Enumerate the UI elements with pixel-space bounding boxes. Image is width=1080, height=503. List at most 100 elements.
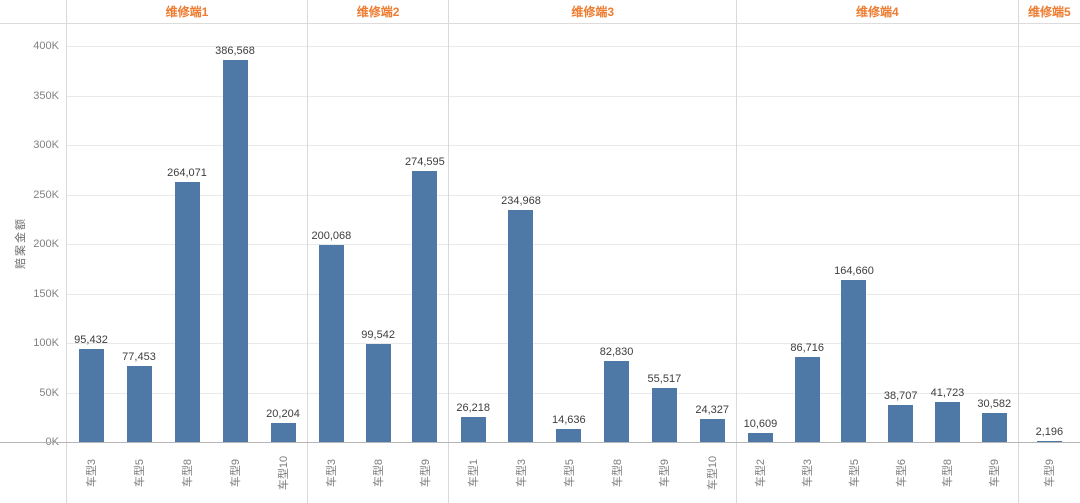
category-slot: 车型8 (355, 443, 402, 503)
gridline (307, 343, 449, 344)
panel-维修端2: 维修端2 200,068 99,542 274,595 车型3 车型8 车型9 (306, 0, 449, 503)
bar-value-label: 77,453 (122, 351, 156, 364)
bar-车型8[interactable] (604, 361, 630, 443)
bar-车型10[interactable] (699, 418, 725, 443)
category-slot: 车型8 (593, 443, 641, 503)
bar-车型3[interactable] (794, 357, 820, 443)
gridline (737, 46, 1018, 47)
bar-slot: 55,517 (640, 23, 688, 443)
y-axis: 赔案金额 0K 50K 100K 150K 200K 250K 300K 350K 400K (0, 0, 66, 503)
panel-plot-area: 26,218 234,968 14,636 82,830 55,517 24,327 (449, 23, 737, 443)
bar-车型9[interactable] (222, 60, 248, 443)
gridline (1018, 46, 1080, 47)
panel-header-label: 维修端4 (856, 5, 899, 19)
bar-车型9[interactable] (981, 412, 1007, 443)
category-label: 车型9 (419, 458, 432, 488)
bar-value-label: 200,068 (311, 229, 352, 242)
category-label: 车型10 (278, 455, 290, 491)
category-slot: 车型3 (308, 443, 355, 503)
bar-车型8[interactable] (934, 401, 960, 443)
category-slot: 车型3 (497, 443, 545, 503)
gridline (1018, 145, 1080, 146)
category-label: 车型3 (802, 458, 815, 488)
bar-value-label: 24,327 (695, 403, 729, 416)
panel-header-label: 维修端2 (356, 5, 400, 19)
gridline (737, 145, 1018, 146)
y-axis-title: 赔案金额 (15, 217, 27, 269)
chart-panels: 维修端1 95,432 77,453 264,071 386,568 20,204 车型3 车… (66, 0, 1080, 503)
bar-value-label: 14,636 (551, 413, 586, 426)
bar-slot: 30,582 (971, 23, 1018, 443)
panel-category-labels: 车型3 车型8 车型9 (308, 443, 448, 503)
bar-车型3[interactable] (78, 348, 104, 443)
bar-车型5[interactable] (841, 280, 867, 443)
panel-plot-area: 2,196 (1018, 23, 1080, 443)
bar-车型2[interactable] (747, 432, 773, 443)
bar-车型6[interactable] (888, 404, 914, 443)
gridline (1018, 293, 1080, 295)
bar-slot: 38,707 (877, 23, 924, 443)
bar-value-label: 2,196 (1035, 425, 1064, 438)
category-slot: 车型2 (737, 443, 784, 503)
bar-车型5[interactable] (126, 366, 152, 443)
bar-slot: 41,723 (924, 23, 971, 443)
bar-value-label: 55,517 (647, 373, 682, 386)
gridline (1018, 244, 1080, 245)
bar-value-label: 38,707 (883, 389, 918, 402)
gridline (307, 145, 449, 146)
category-slot: 车型9 (402, 443, 449, 503)
panel-维修端3: 维修端3 26,218 234,968 14,636 82,830 55,517 24,32… (448, 0, 737, 503)
bar-slot: 24,327 (688, 23, 736, 443)
bar-value-label: 20,204 (266, 408, 300, 420)
panel-header: 维修端5 (1019, 0, 1080, 23)
gridline (449, 194, 737, 196)
category-slot: 车型6 (877, 443, 924, 503)
panel-header-label: 维修端5 (1027, 5, 1071, 19)
bar-slot: 77,453 (115, 23, 163, 443)
category-label: 车型3 (326, 458, 339, 488)
category-slot: 车型1 (449, 443, 497, 503)
panel-category-labels: 车型1 车型3 车型5 车型8 车型9 车型10 (449, 443, 736, 503)
bar-车型10[interactable] (270, 423, 296, 443)
gridline (737, 194, 1018, 196)
bar-车型8[interactable] (174, 181, 200, 443)
panel-plot-area: 10,609 86,716 164,660 38,707 41,723 30,582 (737, 23, 1018, 443)
gridline (449, 145, 737, 146)
category-slot: 车型9 (971, 443, 1018, 503)
bar-slot: 164,660 (831, 23, 878, 443)
category-slot: 车型9 (211, 443, 259, 503)
y-tick-label: 400K (33, 40, 59, 52)
gridline (1018, 95, 1080, 97)
bar-slot: 274,595 (402, 23, 449, 443)
panel-维修端1: 维修端1 95,432 77,453 264,071 386,568 20,204 车型3 车… (66, 0, 307, 503)
bar-车型3[interactable] (318, 244, 344, 443)
bar-车型9[interactable] (651, 388, 677, 443)
category-slot: 车型9 (1019, 443, 1080, 503)
bar-车型5[interactable] (556, 428, 582, 443)
category-slot: 车型3 (67, 443, 115, 503)
gridline (307, 244, 449, 245)
bar-车型9[interactable] (412, 171, 438, 443)
gridline (737, 95, 1018, 97)
gridline (1018, 343, 1080, 344)
bar-车型3[interactable] (508, 210, 534, 443)
bar-车型9[interactable] (1036, 440, 1062, 443)
category-label: 车型5 (848, 458, 861, 488)
category-label: 车型3 (86, 458, 98, 488)
bar-value-label: 10,609 (743, 417, 778, 430)
gridline (307, 293, 449, 295)
category-label: 车型3 (515, 458, 528, 488)
bar-slot: 26,218 (449, 23, 497, 443)
category-label: 车型10 (707, 455, 720, 491)
category-slot: 车型9 (640, 443, 688, 503)
bar-车型1[interactable] (460, 417, 486, 443)
category-slot: 车型3 (784, 443, 831, 503)
category-label: 车型6 (895, 458, 908, 488)
bar-slot: 234,968 (497, 23, 545, 443)
bar-车型8[interactable] (365, 344, 391, 443)
panel-维修端4: 维修端4 10,609 86,716 164,660 38,707 41,723 30,58… (736, 0, 1018, 503)
bar-value-label: 95,432 (74, 333, 108, 346)
y-tick-label: 350K (33, 89, 59, 102)
bar-slot: 99,542 (355, 23, 402, 443)
